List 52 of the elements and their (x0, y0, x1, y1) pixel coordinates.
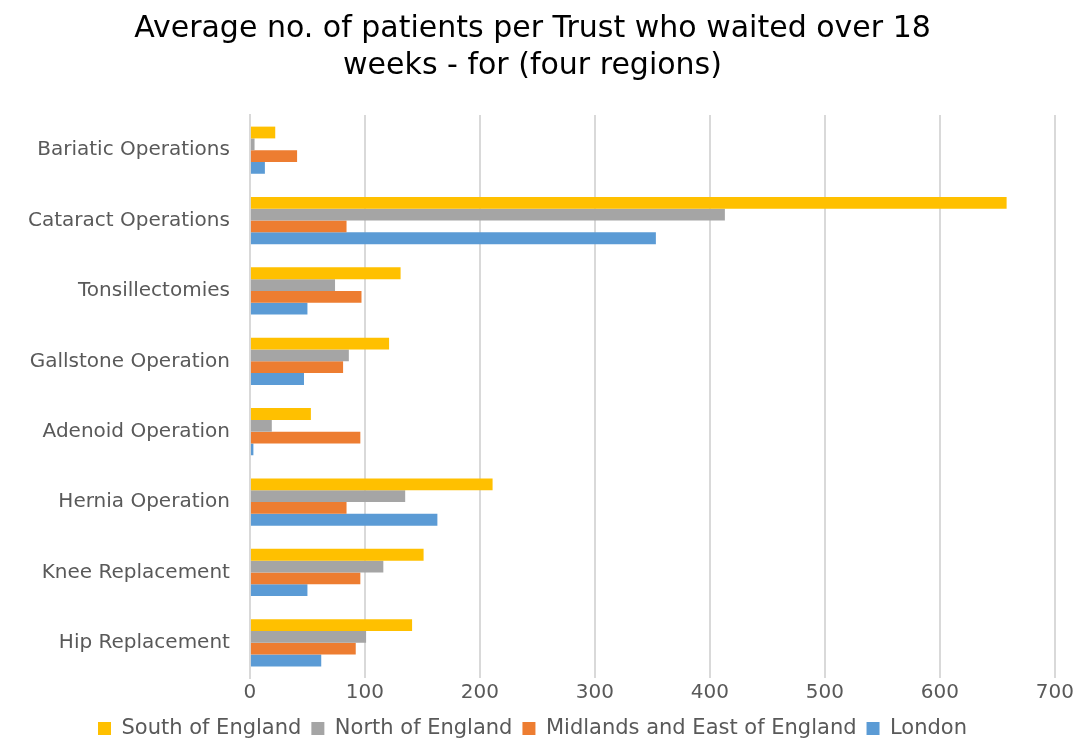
bar (250, 361, 344, 374)
bar (250, 502, 347, 514)
bar (250, 150, 298, 162)
bar (250, 138, 255, 151)
y-tick-label: Knee Replacement (41, 558, 231, 583)
bar (250, 196, 1007, 209)
bar (250, 220, 347, 233)
x-tick-label: 100 (345, 679, 385, 704)
y-tick-label: Gallstone Operation (29, 347, 230, 372)
bar (250, 126, 276, 139)
x-tick-label: 300 (575, 679, 615, 704)
x-tick-label: 0 (243, 679, 257, 704)
legend-label: South of England (121, 714, 302, 739)
bar (250, 208, 725, 221)
x-tick-label: 700 (1035, 679, 1075, 704)
bar (250, 560, 384, 573)
y-tick-label: Tonsillectomies (76, 277, 230, 302)
y-tick-label: Adenoid Operation (42, 417, 230, 442)
y-tick-label: Hernia Operation (58, 488, 230, 513)
y-tick-label: Cataract Operations (27, 206, 230, 231)
bar (250, 232, 656, 245)
bar (250, 619, 413, 632)
bar (250, 302, 308, 315)
y-tick-label: Bariatic Operations (37, 136, 230, 161)
legend-label: London (890, 714, 968, 739)
chart-title: Average no. of patients per Trust who waited over 18 weeks - for (four regions) (134, 8, 931, 82)
bar (250, 572, 361, 585)
bar (250, 631, 367, 643)
legend-label: North of England (334, 714, 513, 739)
bar (250, 349, 349, 362)
legend-label: Midlands and East of England (545, 714, 857, 739)
x-tick-label: 400 (690, 679, 730, 704)
bar (250, 431, 361, 444)
bar (250, 642, 356, 655)
bar (250, 584, 308, 597)
bar (250, 408, 311, 420)
bar (250, 161, 265, 174)
x-tick-label: 600 (920, 679, 960, 704)
bar (250, 654, 322, 667)
bar (250, 267, 401, 280)
bar (250, 337, 390, 350)
bar (250, 548, 424, 561)
bar (250, 373, 304, 385)
bar (250, 290, 362, 303)
bar (250, 513, 438, 526)
x-tick-label: 200 (460, 679, 500, 704)
x-tick-label: 500 (805, 679, 845, 704)
bar (250, 490, 406, 503)
bar (250, 478, 493, 491)
bar (250, 419, 272, 432)
y-tick-label: Hip Replacement (58, 629, 231, 654)
bar (250, 279, 336, 291)
